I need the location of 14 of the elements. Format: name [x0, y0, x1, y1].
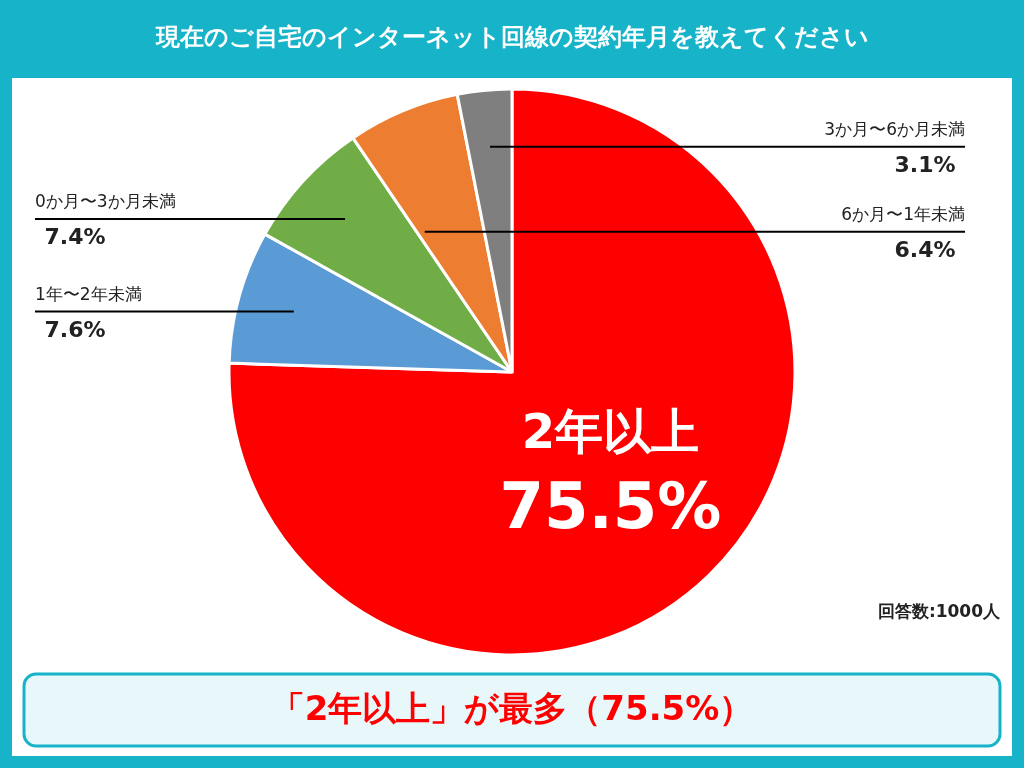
pie-slice	[227, 87, 797, 656]
data-label: 7.4%	[44, 224, 106, 250]
slice-label: 2年以上	[521, 402, 700, 459]
text: 回答数:1000人	[877, 601, 1001, 621]
chart-title: 現在のご自宅のインターネット回線の契約年月を教えてください	[154, 23, 869, 51]
data-label: 3.1%	[894, 151, 956, 177]
slice-label: 1年〜2年未満	[35, 283, 142, 304]
slice-label: 6か月〜1年未満	[841, 203, 965, 224]
slice-label: 3か月〜6か月未満	[824, 118, 965, 139]
data-label: 6.4%	[894, 236, 956, 262]
text: 「2年以上」が最多（75.5%）	[270, 688, 754, 728]
data-label: 7.6%	[44, 316, 106, 342]
slice-label: 0か月〜3か月未満	[35, 191, 176, 212]
data-label: 75.5%	[499, 468, 722, 543]
